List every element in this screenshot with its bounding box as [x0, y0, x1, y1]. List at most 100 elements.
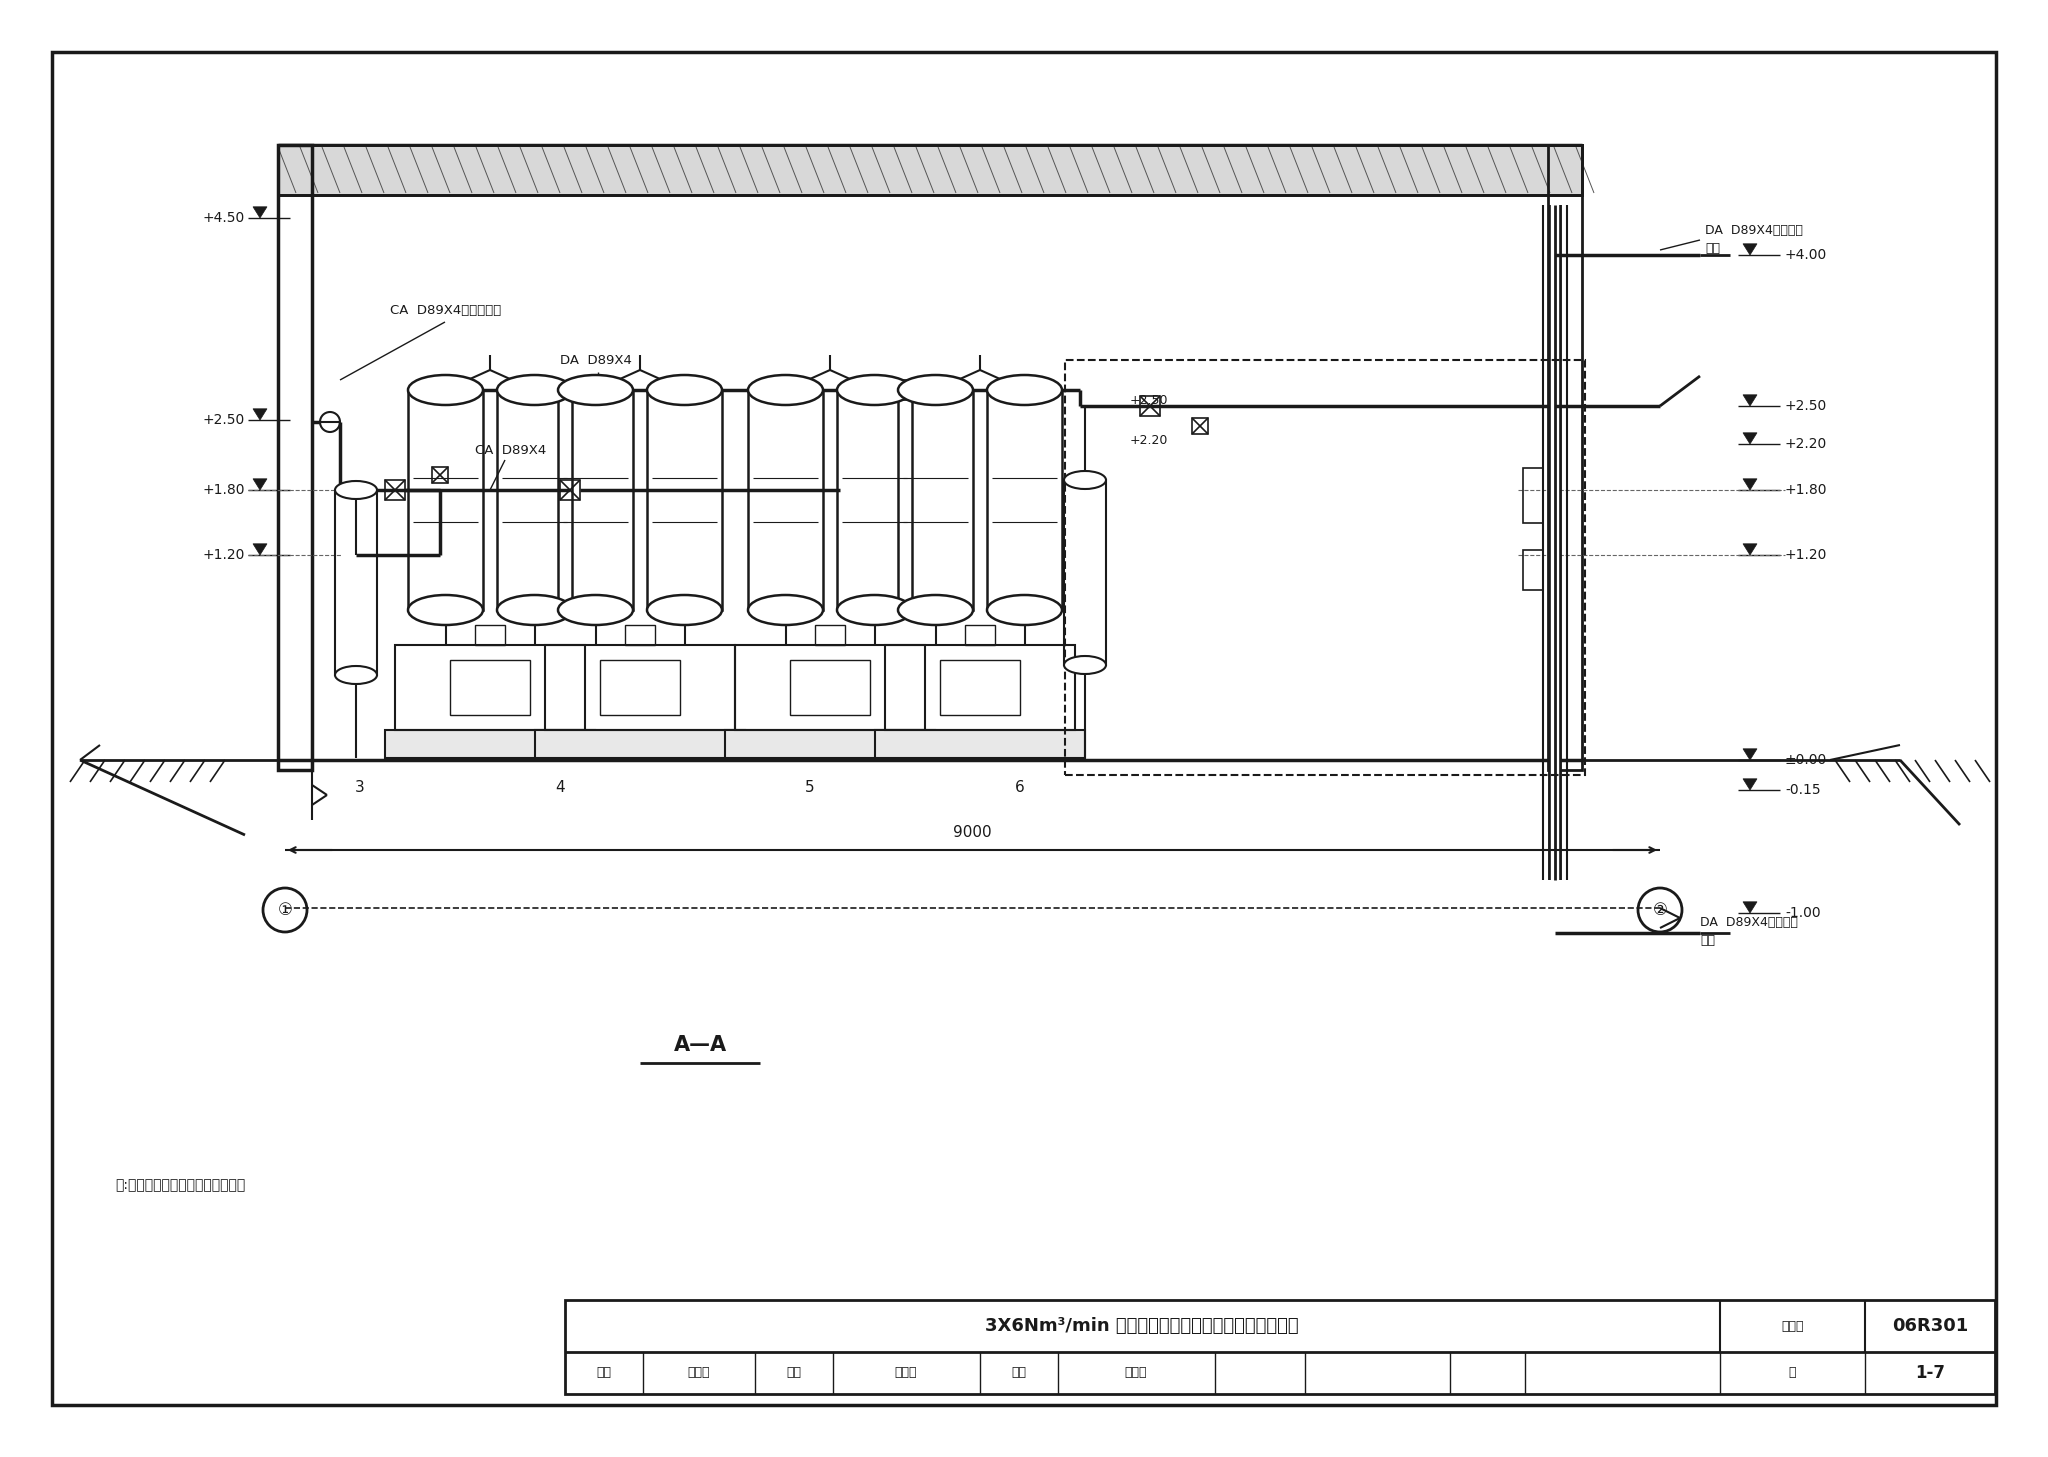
- Bar: [791, 660, 870, 715]
- Text: 审核: 审核: [596, 1367, 612, 1380]
- Ellipse shape: [987, 594, 1063, 625]
- Polygon shape: [254, 479, 266, 490]
- Bar: [1141, 396, 1159, 417]
- Circle shape: [319, 412, 340, 431]
- Ellipse shape: [408, 594, 483, 625]
- Text: ②: ②: [1653, 900, 1667, 919]
- Bar: [408, 390, 483, 610]
- Text: -0.15: -0.15: [1786, 782, 1821, 797]
- Polygon shape: [1743, 779, 1757, 790]
- Bar: [279, 146, 311, 769]
- Text: 设计: 设计: [1012, 1367, 1026, 1380]
- Polygon shape: [254, 409, 266, 420]
- Text: DA  D89X4接至用户: DA D89X4接至用户: [1700, 916, 1798, 930]
- Ellipse shape: [897, 594, 973, 625]
- Bar: [838, 390, 911, 610]
- Bar: [1524, 468, 1542, 523]
- Polygon shape: [254, 207, 266, 219]
- Bar: [279, 146, 1581, 195]
- Bar: [1065, 479, 1106, 664]
- Ellipse shape: [408, 374, 483, 405]
- Bar: [1065, 360, 1585, 775]
- Text: 1-7: 1-7: [1915, 1364, 1946, 1383]
- Ellipse shape: [748, 594, 823, 625]
- Ellipse shape: [647, 594, 723, 625]
- Text: ±0.00: ±0.00: [1786, 753, 1827, 766]
- Polygon shape: [1743, 433, 1757, 444]
- Text: 页: 页: [1788, 1367, 1796, 1380]
- Bar: [874, 730, 1085, 758]
- Text: 下出: 下出: [1700, 934, 1714, 947]
- Text: +1.80: +1.80: [203, 484, 246, 497]
- Polygon shape: [1743, 243, 1757, 255]
- Ellipse shape: [1065, 471, 1106, 490]
- Bar: [600, 660, 680, 715]
- Text: +2.50: +2.50: [203, 412, 246, 427]
- Text: -1.00: -1.00: [1786, 906, 1821, 919]
- Ellipse shape: [498, 374, 571, 405]
- Bar: [940, 660, 1020, 715]
- Text: 上出: 上出: [1706, 242, 1720, 255]
- Ellipse shape: [987, 374, 1063, 405]
- Text: 图集号: 图集号: [1782, 1320, 1804, 1333]
- Text: 4: 4: [555, 781, 565, 796]
- Bar: [891, 380, 909, 401]
- Text: +1.80: +1.80: [1786, 484, 1827, 497]
- Ellipse shape: [557, 374, 633, 405]
- Text: 5: 5: [805, 781, 815, 796]
- Text: 9000: 9000: [952, 825, 991, 841]
- Text: 注:管道上接还是下接由项目确定。: 注:管道上接还是下接由项目确定。: [115, 1179, 246, 1192]
- Text: 3X6Nm³/min 无润滑活塞式空压机压缩空气站剖面图: 3X6Nm³/min 无润滑活塞式空压机压缩空气站剖面图: [985, 1317, 1298, 1335]
- Bar: [545, 645, 735, 730]
- Text: 6: 6: [1016, 781, 1024, 796]
- Bar: [279, 146, 1581, 195]
- Text: A—A: A—A: [674, 1034, 727, 1055]
- Bar: [885, 645, 1075, 730]
- Bar: [670, 380, 690, 401]
- Ellipse shape: [838, 374, 911, 405]
- Bar: [725, 730, 936, 758]
- Ellipse shape: [1065, 656, 1106, 675]
- Ellipse shape: [336, 666, 377, 683]
- Bar: [1548, 146, 1581, 769]
- Polygon shape: [1743, 902, 1757, 914]
- Bar: [559, 479, 580, 500]
- Bar: [735, 645, 926, 730]
- Bar: [647, 390, 723, 610]
- Text: +1.20: +1.20: [1786, 548, 1827, 562]
- Text: CA  D89X4: CA D89X4: [475, 443, 547, 456]
- Polygon shape: [1743, 749, 1757, 761]
- Text: +2.20: +2.20: [1130, 434, 1167, 446]
- Text: +2.20: +2.20: [1786, 437, 1827, 452]
- Bar: [432, 468, 449, 484]
- Ellipse shape: [897, 374, 973, 405]
- Text: 06R301: 06R301: [1892, 1317, 1968, 1335]
- Text: DA  D89X4: DA D89X4: [559, 354, 633, 367]
- Bar: [897, 390, 973, 610]
- Bar: [451, 660, 530, 715]
- Ellipse shape: [557, 594, 633, 625]
- Bar: [1524, 549, 1542, 590]
- Circle shape: [1638, 887, 1681, 932]
- Bar: [557, 390, 633, 610]
- Ellipse shape: [336, 481, 377, 498]
- Bar: [987, 390, 1063, 610]
- Polygon shape: [1743, 395, 1757, 407]
- Text: +1.20: +1.20: [203, 548, 246, 562]
- Text: +2.50: +2.50: [1130, 393, 1169, 407]
- Ellipse shape: [498, 594, 571, 625]
- Bar: [748, 390, 823, 610]
- Text: 王鑫森: 王鑫森: [688, 1367, 711, 1380]
- Bar: [475, 625, 506, 645]
- Bar: [1192, 418, 1208, 434]
- Text: ①: ①: [279, 900, 293, 919]
- Text: +2.50: +2.50: [1786, 399, 1827, 412]
- Ellipse shape: [748, 374, 823, 405]
- Bar: [385, 730, 596, 758]
- Bar: [625, 625, 655, 645]
- Polygon shape: [1743, 479, 1757, 490]
- Ellipse shape: [647, 374, 723, 405]
- Bar: [336, 490, 377, 675]
- Polygon shape: [1743, 543, 1757, 555]
- Bar: [565, 1300, 1995, 1394]
